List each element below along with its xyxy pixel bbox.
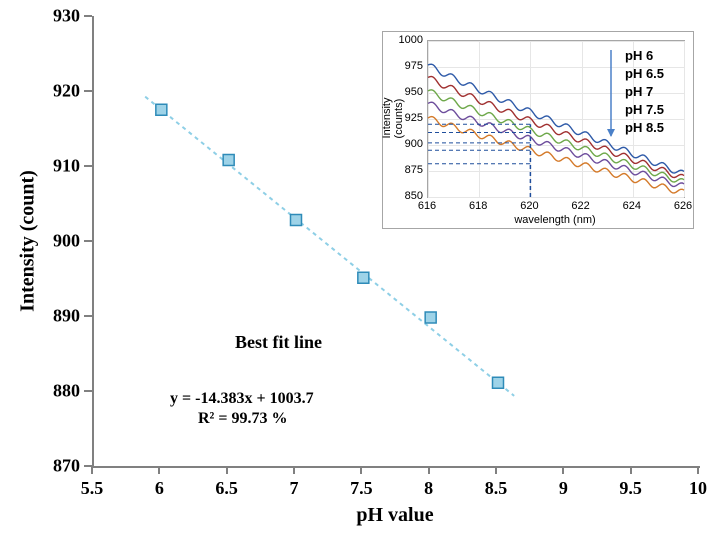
y-tick-label: 920 (53, 81, 80, 102)
x-tick-label: 7 (290, 478, 299, 499)
x-tick-label: 6 (155, 478, 164, 499)
x-tick-label: 6.5 (215, 478, 238, 499)
y-tick-label: 890 (53, 306, 80, 327)
x-tick-label: 9.5 (619, 478, 642, 499)
x-axis-title: pH value (356, 504, 433, 527)
y-tick-label: 900 (53, 231, 80, 252)
x-tick-label: 10 (689, 478, 707, 499)
inset-down-arrow (383, 32, 693, 228)
data-marker (358, 272, 369, 283)
equation-line2: R² = 99.73 % (198, 410, 287, 428)
y-tick-label: 910 (53, 156, 80, 177)
x-tick-label: 7.5 (350, 478, 373, 499)
x-tick-label: 9 (559, 478, 568, 499)
y-tick-label: 930 (53, 6, 80, 27)
data-marker (493, 377, 504, 388)
x-tick-label: 8 (424, 478, 433, 499)
inset-panel: 6166186206226246268508759009259509751000… (382, 31, 694, 229)
data-marker (156, 104, 167, 115)
equation-line1: y = -14.383x + 1003.7 (170, 390, 314, 408)
data-marker (291, 215, 302, 226)
figure: 5.5 6 6.5 7 7.5 8 8.5 9 9.5 10 870 880 890 900 910 920 9… (0, 0, 708, 539)
data-marker (425, 312, 436, 323)
best-fit-label: Best fit line (235, 332, 322, 353)
x-tick-label: 8.5 (485, 478, 508, 499)
x-tick-label: 5.5 (81, 478, 104, 499)
data-marker (223, 155, 234, 166)
y-tick-label: 880 (53, 381, 80, 402)
y-axis-title: Intensity (count) (17, 170, 40, 312)
y-tick-label: 870 (53, 456, 80, 477)
